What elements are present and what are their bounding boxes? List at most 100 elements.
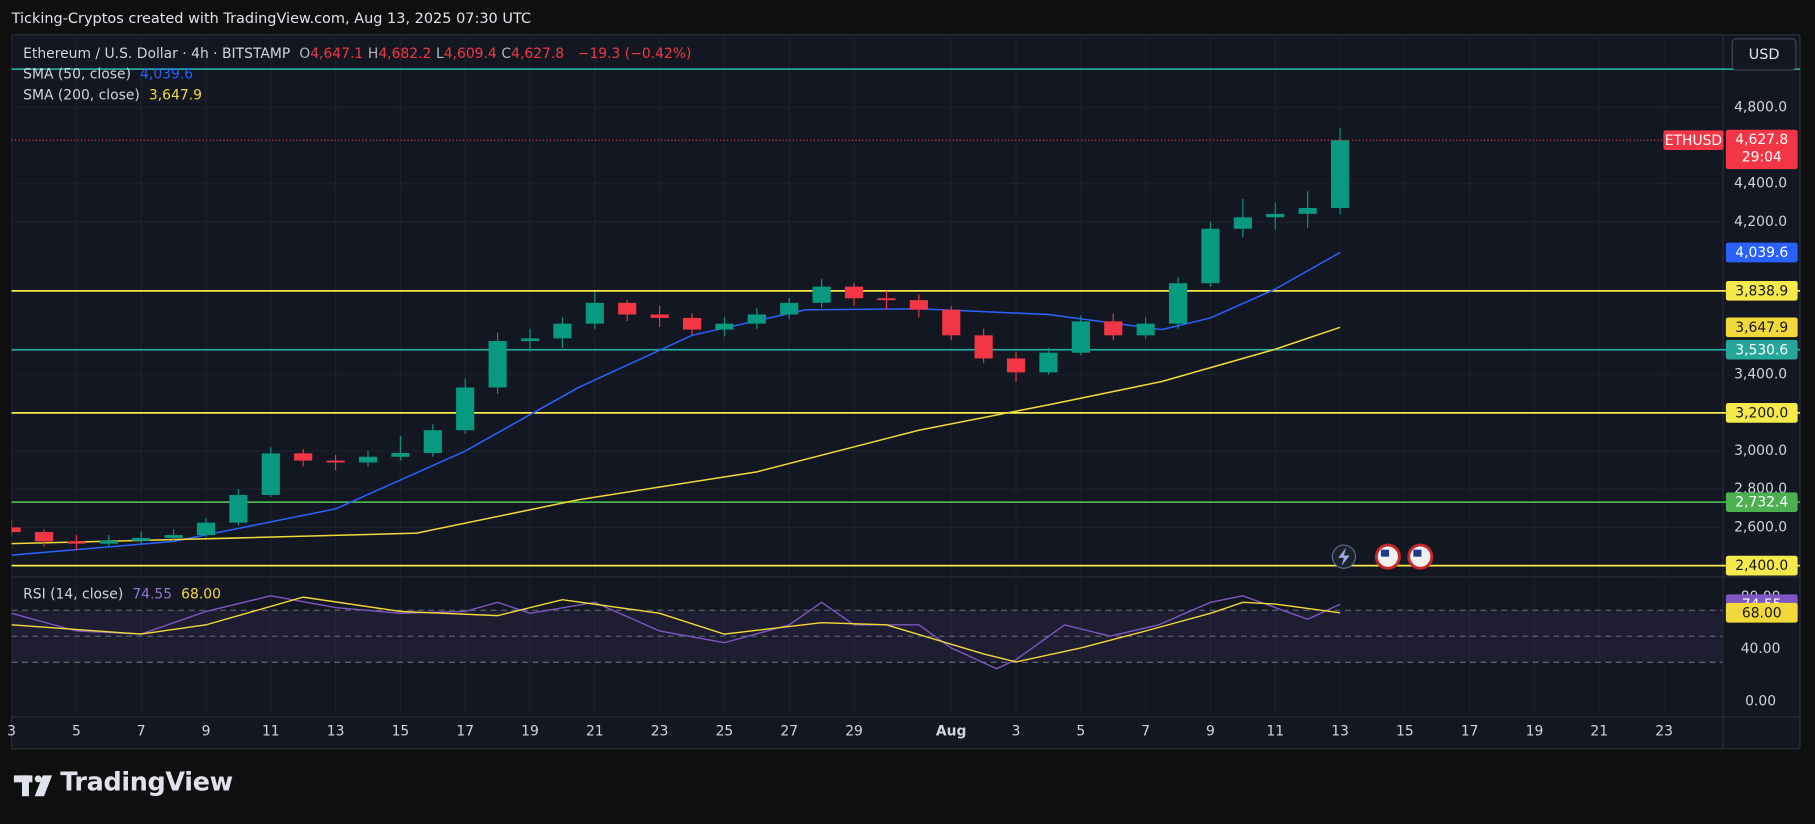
axes: 3 5 7 9 11 13 15 17 19 21 23 25 27 29 Aug 3 5 7 9 11 13 15 17 1… [7,99,1798,739]
candle-body [520,338,540,342]
candle-body [261,453,280,495]
candle-body [812,286,831,303]
y-tick-label: 40.00 [1741,641,1781,657]
x-tick-label: 17 [1461,723,1479,739]
candle-body [1298,207,1317,214]
x-tick-label: 23 [1655,723,1673,739]
candle-body [682,317,702,330]
x-tick-label: 15 [392,723,410,739]
flag-canton [1380,549,1390,557]
candle-body [164,535,183,538]
candle-body [196,522,216,536]
axis-label: 3,200.0 [1735,405,1788,421]
candle-body [488,341,507,388]
candle-body [1266,213,1285,218]
x-tick-label: 11 [262,723,280,739]
candle-body [715,323,734,330]
candle-body [747,314,766,324]
sma50-legend: SMA (50, close) 4,039.6 [23,64,198,85]
candle-body [99,540,118,544]
x-tick-label: 5 [72,723,81,739]
symbol-label-box [1663,130,1724,151]
flag-canton [1413,549,1422,557]
candle-body [1006,358,1026,373]
axis-label-box [1725,492,1798,512]
x-tick-label: 11 [1266,723,1284,739]
indicator-name: SMA (200, close) [23,86,140,103]
x-tick-label: 27 [780,723,798,739]
candle-body [67,541,86,544]
axis-label: 68.00 [1742,605,1782,621]
x-tick-label: 19 [521,723,539,739]
axis-label-box [1725,403,1798,423]
ohlc-key: C [501,45,512,62]
x-tick-label: 21 [1590,723,1608,739]
price-pane [11,128,1350,556]
axis-label-box [1725,317,1798,338]
ohlc-key: O [299,45,311,62]
x-tick-label: 21 [586,723,604,739]
symbol-label: ETHUSD [1665,133,1722,149]
x-tick-label: Aug [936,723,967,739]
candle-body [780,302,799,315]
x-tick-label: 9 [202,723,211,739]
candle-body [1233,217,1252,229]
ohlc-value: 4,609.4 [443,45,497,62]
currency-button[interactable]: USD [1731,38,1797,71]
logo-part [21,775,29,797]
candle-body [326,460,345,463]
y-tick-label: 3,400.0 [1734,367,1787,383]
chart-panel [10,34,1801,750]
change: −19.3 (−0.42%) [577,45,692,62]
countdown: 29:04 [1742,150,1782,166]
price-legend: Ethereum / U.S. Dollar · 4h · BITSTAMP O… [23,43,696,64]
y-tick-label: 4,200.0 [1734,214,1787,230]
indicator-name: RSI (14, close) [23,585,124,602]
logo-part [34,775,42,783]
candle-body [34,532,54,542]
ohlc-key: L [435,45,444,62]
x-tick-label: 19 [1526,723,1544,739]
ohlc: O4,647.1 H4,682.2 L4,609.4 C4,627.8 [299,45,568,61]
x-tick-label: 15 [1396,723,1414,739]
candle-body [1071,321,1090,353]
rsi-line [11,596,1341,663]
x-tick-label: 3 [1012,723,1021,739]
brand: TradingView [60,768,233,798]
y-tick-label: 2,600.0 [1734,519,1787,535]
ohlc-key: H [367,45,379,62]
candle-body [132,537,151,541]
axis-label: 4,039.6 [1735,245,1788,261]
y-tick-label: 0.00 [1745,693,1776,709]
indicator-value: 74.55 [132,585,173,602]
candle-body [1136,323,1155,336]
x-tick-label: 13 [1331,723,1349,739]
event-icon-bolt [1338,547,1350,566]
x-tick-label: 7 [1141,723,1150,739]
x-tick-label: 29 [845,723,863,739]
y-tick-label: 4,400.0 [1734,176,1787,192]
candle-body [456,387,475,431]
candle-body [1168,283,1188,324]
ohlc-value: 4,682.2 [378,45,432,62]
y-tick-label: 3,000.0 [1734,443,1787,459]
candle-body [1039,352,1058,373]
sma-line [11,326,1341,545]
axis-label-box [1725,242,1798,263]
x-tick-label: 3 [7,723,16,739]
ohlc-value: 4,647.1 [310,45,364,62]
candle-body [1104,321,1123,336]
logo [13,775,53,797]
watermark: Ticking-Cryptos created with TradingView… [11,9,532,27]
candle-body [942,309,961,336]
symbol-title: Ethereum / U.S. Dollar · 4h · BITSTAMP [23,45,291,62]
indicator-value: 3,647.9 [148,86,202,103]
candle-body [1330,140,1350,208]
rsi-pane [11,595,1723,670]
indicator-value: 68.00 [181,585,221,602]
candle-body [844,286,864,299]
candle-body [909,300,928,310]
sma-line [11,251,1341,556]
